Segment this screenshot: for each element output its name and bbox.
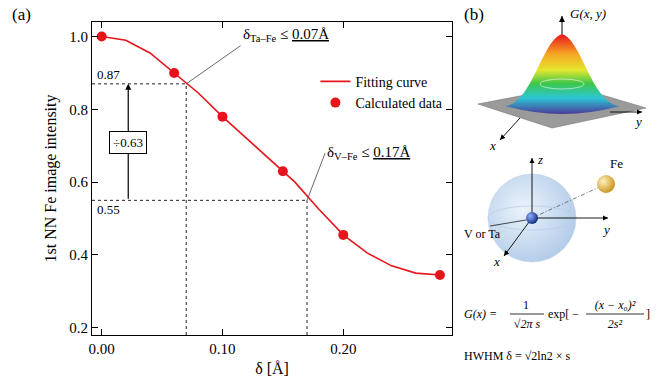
svg-text:0.4: 0.4 bbox=[69, 247, 88, 263]
svg-text:z: z bbox=[537, 152, 543, 167]
svg-text:x: x bbox=[489, 138, 496, 153]
svg-text:1.0: 1.0 bbox=[69, 29, 88, 45]
svg-text:1st NN Fe image intensity: 1st NN Fe image intensity bbox=[42, 95, 60, 263]
svg-text:Calculated data: Calculated data bbox=[355, 96, 442, 111]
svg-text:V or Ta: V or Ta bbox=[464, 227, 501, 241]
svg-text:HWHM δ = √2ln2 × s: HWHM δ = √2ln2 × s bbox=[464, 349, 570, 363]
svg-text:G(x, y): G(x, y) bbox=[570, 6, 606, 21]
svg-text:0.55: 0.55 bbox=[97, 202, 120, 217]
svg-text:(b): (b) bbox=[464, 5, 484, 24]
svg-text:Fe: Fe bbox=[610, 156, 623, 171]
svg-text:0.6: 0.6 bbox=[69, 174, 88, 190]
svg-text:(a): (a) bbox=[12, 5, 31, 24]
svg-text:2s²: 2s² bbox=[608, 317, 623, 331]
svg-text:G(x) =: G(x) = bbox=[464, 307, 497, 321]
svg-text:0.8: 0.8 bbox=[69, 102, 88, 118]
svg-text:0.00: 0.00 bbox=[89, 341, 115, 357]
svg-text:1: 1 bbox=[523, 298, 529, 312]
svg-text:√2π s: √2π s bbox=[514, 317, 541, 331]
svg-text:0.87: 0.87 bbox=[97, 67, 120, 82]
svg-text:exp[ −: exp[ − bbox=[548, 307, 579, 321]
svg-text:0.2: 0.2 bbox=[69, 320, 88, 336]
svg-text:δ​Ta–Fe​ ≤ 0.07Å: δ​Ta–Fe​ ≤ 0.07Å bbox=[243, 26, 329, 44]
svg-text:δ​V–Fe​ ≤ 0.17Å: δ​V–Fe​ ≤ 0.17Å bbox=[327, 144, 410, 162]
svg-text:Fitting curve: Fitting curve bbox=[355, 75, 427, 90]
svg-text:y: y bbox=[634, 114, 642, 129]
svg-text:δ [Å]: δ [Å] bbox=[255, 360, 289, 377]
svg-text:0.10: 0.10 bbox=[209, 341, 235, 357]
svg-text:x: x bbox=[493, 254, 500, 269]
svg-text:(x − x₀)²: (x − x₀)² bbox=[595, 298, 636, 312]
svg-text:y: y bbox=[602, 222, 610, 237]
svg-text:]: ] bbox=[646, 307, 650, 321]
svg-text:÷0.63: ÷0.63 bbox=[113, 135, 143, 150]
svg-text:0.20: 0.20 bbox=[330, 341, 356, 357]
